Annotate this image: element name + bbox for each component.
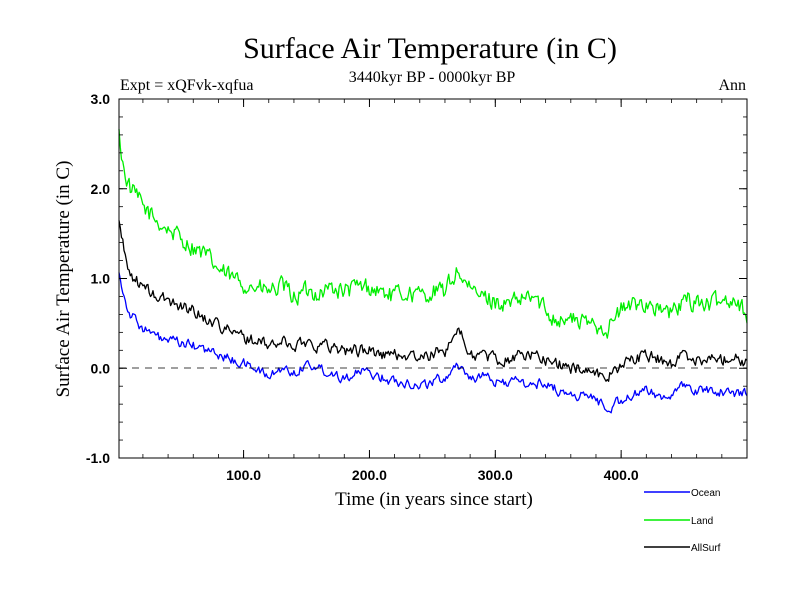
- season-label: Ann: [718, 77, 746, 94]
- y-tick-label: -1.0: [86, 450, 110, 466]
- x-tick-label: 300.0: [478, 467, 513, 483]
- chart-title: Surface Air Temperature (in C): [243, 32, 617, 65]
- legend-label-land: Land: [691, 516, 713, 527]
- legend: Ocean Land AllSurf: [644, 488, 721, 554]
- x-tick-label: 100.0: [226, 467, 261, 483]
- experiment-label: Expt = xQFvk-xqfua: [120, 77, 253, 94]
- period-label: 3440kyr BP - 0000kyr BP: [349, 69, 516, 86]
- y-tick-label: 0.0: [91, 360, 111, 376]
- series-line-ocean: [118, 272, 748, 414]
- legend-label-allsurf: AllSurf: [691, 543, 721, 554]
- series-line-land: [118, 129, 748, 339]
- axis-layer: -1.0 0.0 1.0 2.0 3.0 100.0 200.0 300.0 400.0: [86, 91, 747, 483]
- series-line-allsurf: [118, 220, 748, 382]
- legend-label-ocean: Ocean: [691, 488, 720, 499]
- x-axis-label: Time (in years since start): [335, 489, 533, 510]
- y-tick-label: 3.0: [91, 91, 111, 107]
- y-axis-label: Surface Air Temperature (in C): [53, 161, 74, 398]
- x-tick-label: 200.0: [352, 467, 387, 483]
- series-layer: [118, 129, 748, 414]
- y-tick-label: 2.0: [91, 181, 111, 197]
- y-tick-label: 1.0: [91, 271, 111, 287]
- x-tick-label: 400.0: [604, 467, 639, 483]
